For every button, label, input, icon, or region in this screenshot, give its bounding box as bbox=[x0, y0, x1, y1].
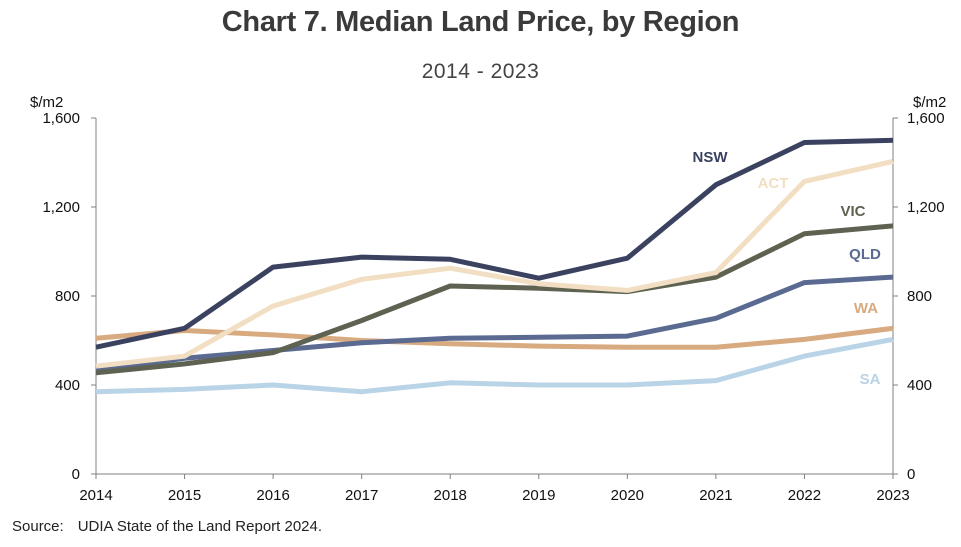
source-note: Source: UDIA State of the Land Report 202… bbox=[12, 518, 322, 535]
source-text: UDIA State of the Land Report 2024. bbox=[77, 518, 323, 535]
chart-subtitle: 2014 - 2023 bbox=[421, 60, 540, 83]
series-label-sa: SA bbox=[860, 371, 881, 388]
axes: 0 0 400 400 800 800 1,200 1,200 1,600 1,600 2014 20… bbox=[42, 110, 944, 504]
series-line-vic bbox=[95, 223, 894, 376]
source-label: Source: bbox=[12, 518, 64, 535]
y-tick-label-left: 1,600 bbox=[42, 110, 80, 127]
series-line-nsw bbox=[95, 137, 894, 350]
series-label-wa: WA bbox=[854, 300, 878, 317]
series-label-vic: VIC bbox=[840, 203, 865, 220]
x-tick-label: 2017 bbox=[345, 487, 378, 504]
y-tick-label-right: 1,600 bbox=[907, 110, 945, 127]
x-tick-label: 2020 bbox=[611, 487, 644, 504]
y-tick-label-right: 400 bbox=[907, 377, 932, 394]
series-line-qld bbox=[95, 274, 894, 373]
x-tick-label: 2021 bbox=[699, 487, 732, 504]
series-line-act bbox=[95, 158, 894, 369]
y-tick-label-left: 0 bbox=[72, 466, 80, 483]
series-labels: SA WA QLD VIC ACT NSW bbox=[693, 149, 881, 388]
x-tick-label: 2014 bbox=[79, 487, 112, 504]
y-tick-label-right: 800 bbox=[907, 288, 932, 305]
y-axis-unit-left: $/m2 bbox=[30, 94, 63, 111]
x-tick-label: 2019 bbox=[522, 487, 555, 504]
series-line-sa bbox=[95, 336, 894, 395]
y-tick-label-left: 1,200 bbox=[42, 199, 80, 216]
x-tick-label: 2015 bbox=[168, 487, 201, 504]
x-tick-label: 2023 bbox=[876, 487, 909, 504]
y-axis-unit-right: $/m2 bbox=[913, 94, 946, 111]
series-label-qld: QLD bbox=[849, 246, 881, 263]
y-tick-label-left: 400 bbox=[55, 377, 80, 394]
series-label-act: ACT bbox=[758, 175, 789, 192]
x-tick-label: 2018 bbox=[434, 487, 467, 504]
series-label-nsw: NSW bbox=[693, 149, 729, 166]
y-tick-label-right: 0 bbox=[907, 466, 915, 483]
x-tick-label: 2022 bbox=[788, 487, 821, 504]
chart-title: Chart 7. Median Land Price, by Region bbox=[221, 6, 740, 38]
y-tick-label-left: 800 bbox=[55, 288, 80, 305]
x-tick-label: 2016 bbox=[256, 487, 289, 504]
y-tick-label-right: 1,200 bbox=[907, 199, 945, 216]
series-lines bbox=[95, 137, 894, 395]
